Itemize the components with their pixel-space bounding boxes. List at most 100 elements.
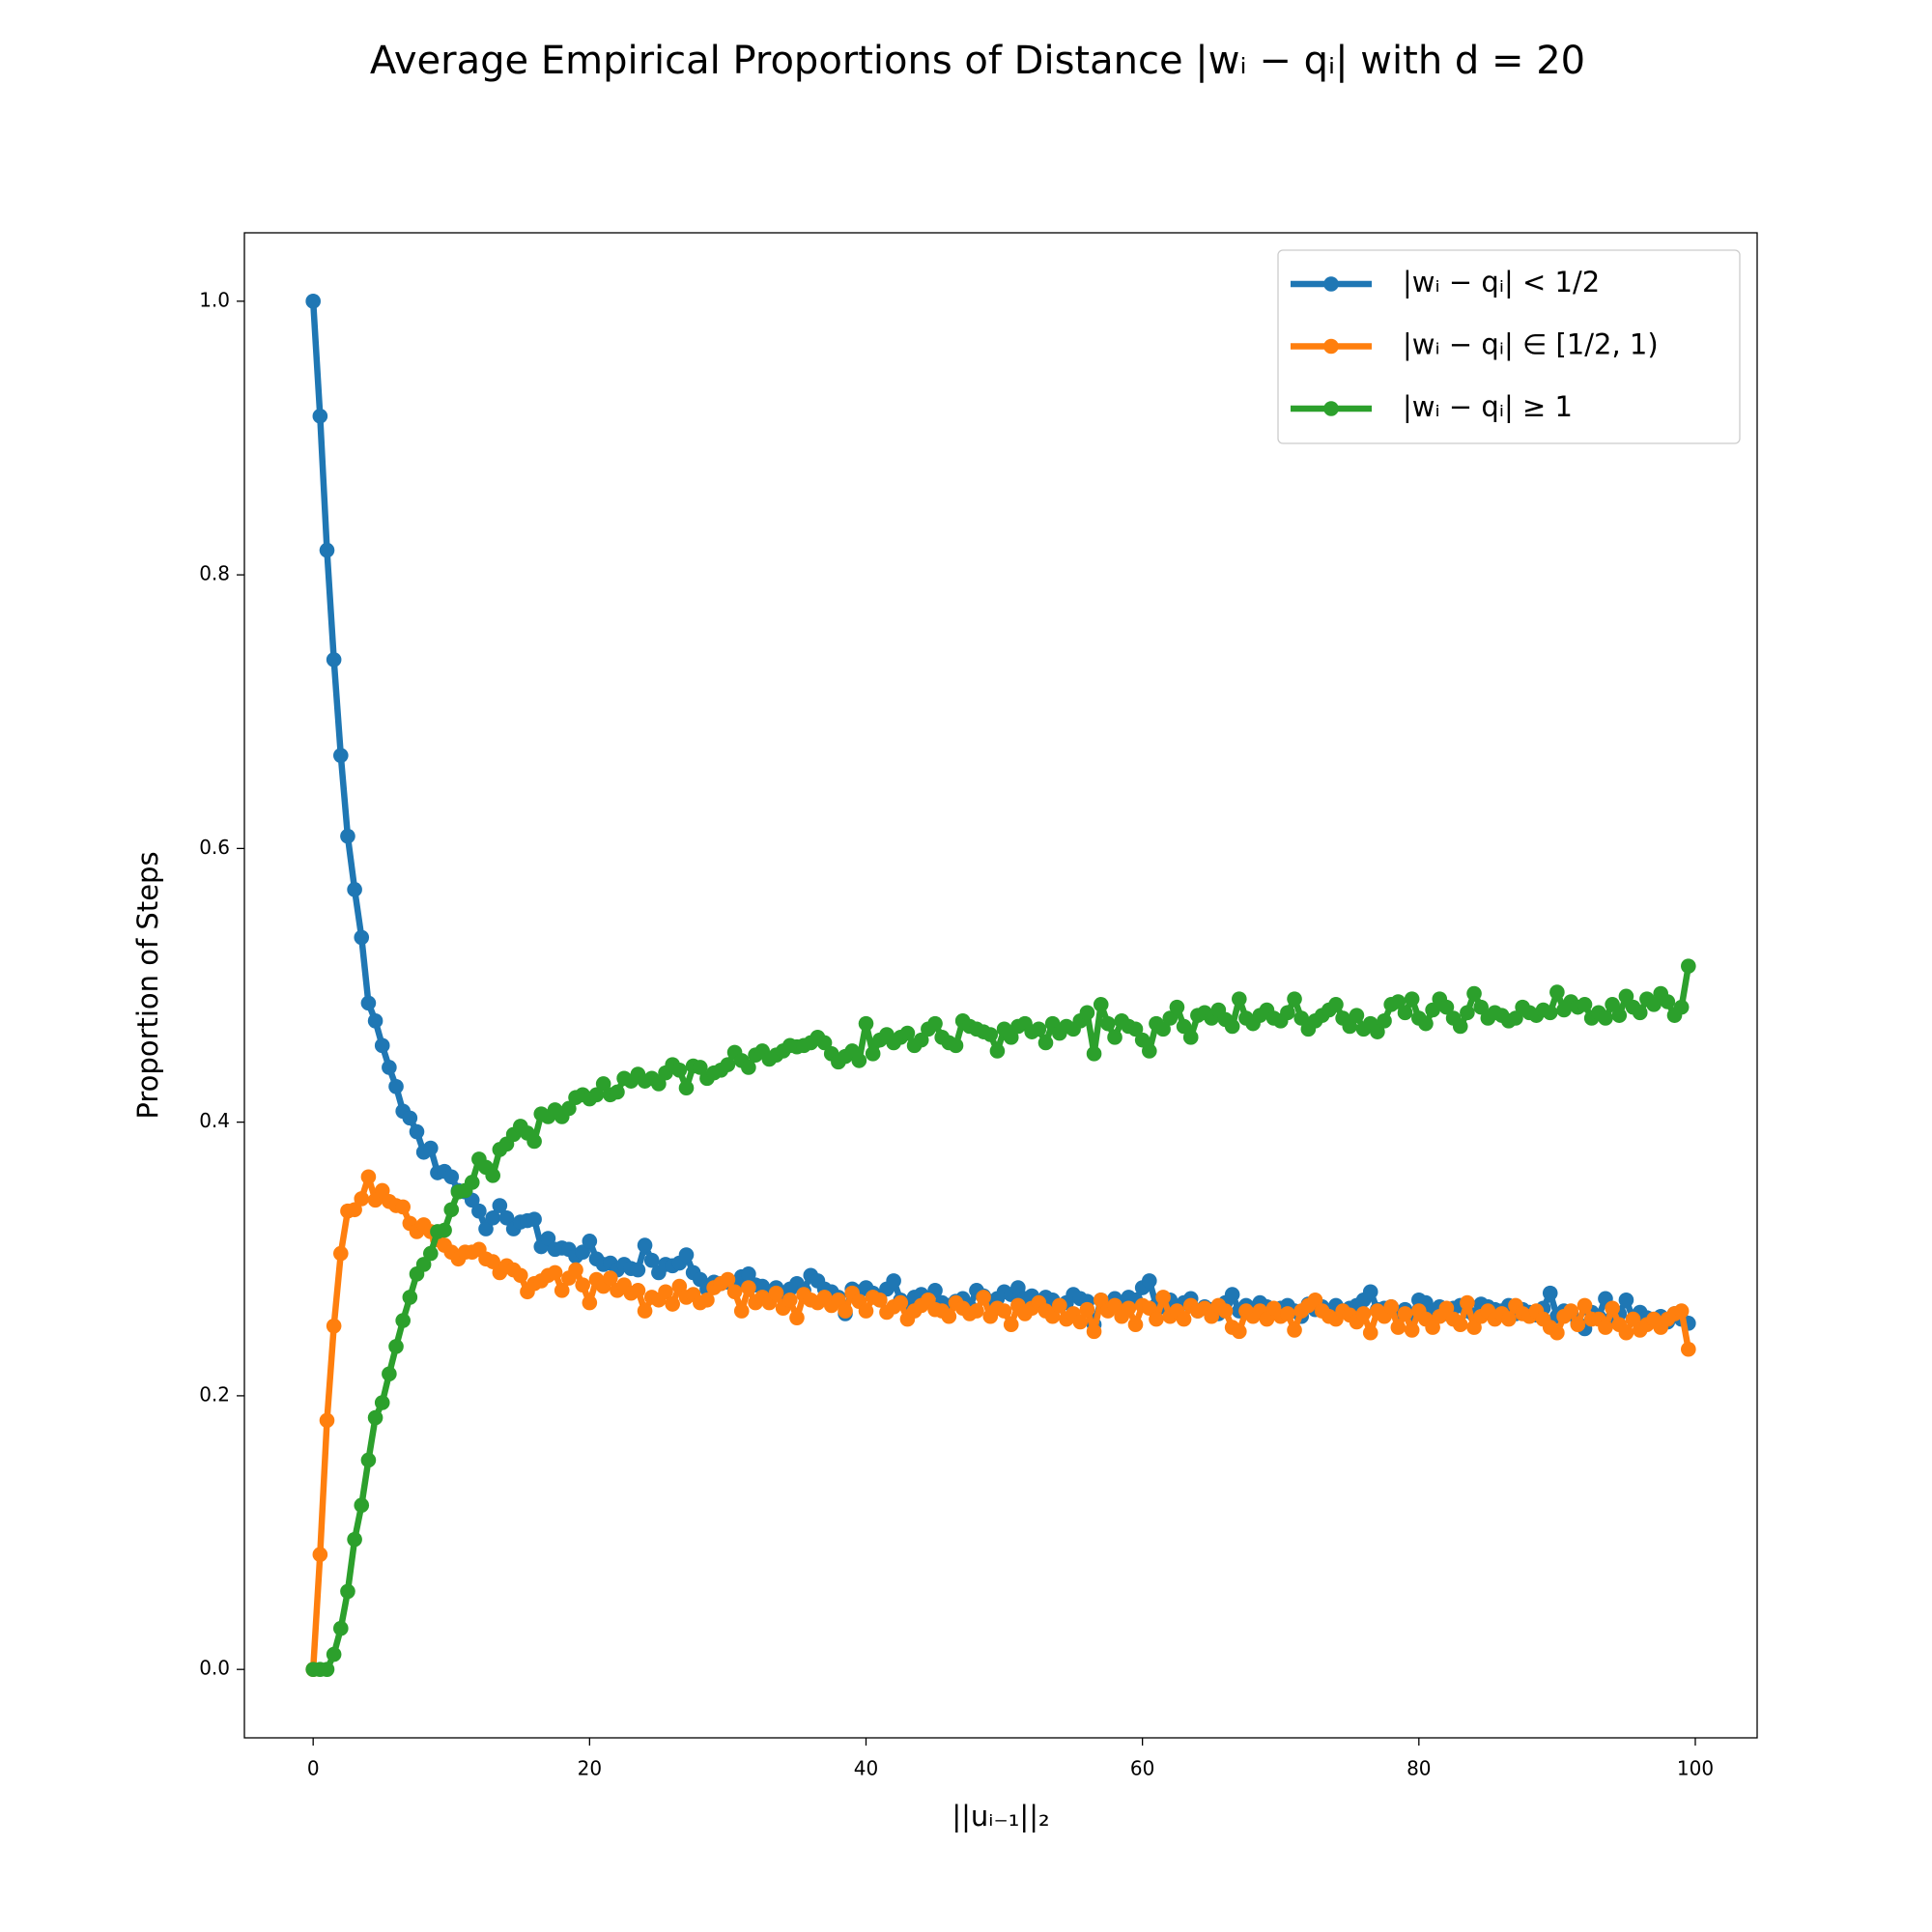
- plot-area: [305, 294, 1696, 1677]
- data-point: [332, 748, 349, 763]
- data-point: [789, 1310, 805, 1325]
- data-point: [838, 1303, 853, 1319]
- legend-marker: [1323, 401, 1339, 416]
- data-point: [678, 1247, 695, 1263]
- data-point: [1404, 1322, 1420, 1338]
- data-point: [547, 1264, 563, 1281]
- data-point: [561, 1100, 577, 1117]
- data-point: [582, 1294, 598, 1311]
- data-point: [671, 1063, 688, 1078]
- plot-frame: [243, 232, 1758, 1739]
- data-point: [319, 1662, 335, 1677]
- data-point: [443, 1202, 460, 1218]
- data-point: [1121, 1300, 1137, 1317]
- data-point: [1100, 1015, 1116, 1032]
- data-point: [326, 1318, 342, 1334]
- x-axis-label: ||uᵢ₋₁||₂: [952, 1800, 1049, 1833]
- data-point: [554, 1283, 570, 1298]
- data-point: [575, 1244, 590, 1260]
- legend-marker: [1323, 338, 1339, 355]
- data-point: [360, 1452, 377, 1468]
- data-point: [471, 1203, 487, 1219]
- data-point: [1093, 997, 1109, 1012]
- data-point: [354, 929, 370, 946]
- legend-label: |wᵢ − qᵢ| < 1/2: [1403, 266, 1600, 298]
- data-point: [575, 1277, 590, 1293]
- data-point: [526, 1211, 542, 1227]
- data-point: [498, 1209, 515, 1226]
- data-point: [1390, 1320, 1406, 1335]
- data-point: [1127, 1317, 1144, 1333]
- data-point: [1390, 994, 1406, 1009]
- data-point: [872, 1292, 888, 1308]
- data-point: [1605, 1300, 1620, 1317]
- data-point: [831, 1292, 846, 1308]
- data-point: [1460, 1294, 1475, 1311]
- data-point: [603, 1270, 618, 1286]
- data-point: [374, 1395, 390, 1410]
- data-point: [1473, 999, 1489, 1015]
- data-point: [1142, 1300, 1157, 1317]
- data-point: [720, 1057, 736, 1072]
- data-point: [1349, 1008, 1365, 1023]
- data-point: [485, 1209, 500, 1226]
- data-point: [651, 1076, 667, 1092]
- data-point: [733, 1303, 750, 1319]
- data-point: [382, 1060, 397, 1075]
- data-point: [1632, 1005, 1648, 1021]
- data-point: [1508, 1010, 1523, 1026]
- data-point: [332, 1245, 349, 1262]
- data-point: [671, 1278, 688, 1294]
- data-point: [1377, 1013, 1392, 1029]
- data-point: [347, 882, 362, 897]
- data-point: [720, 1271, 736, 1288]
- data-point: [1079, 1301, 1095, 1318]
- data-point: [1224, 1287, 1240, 1302]
- data-point: [643, 1252, 660, 1268]
- data-point: [1224, 1018, 1240, 1035]
- data-point: [360, 1169, 377, 1185]
- data-point: [1127, 1021, 1144, 1037]
- data-point: [1681, 958, 1696, 974]
- data-point: [1093, 1292, 1109, 1308]
- data-point: [1003, 1030, 1019, 1045]
- data-point: [1425, 1320, 1440, 1335]
- data-point: [388, 1079, 404, 1094]
- data-point: [485, 1254, 500, 1269]
- data-point: [858, 1303, 874, 1319]
- data-point: [1307, 1292, 1323, 1308]
- data-point: [1681, 1341, 1696, 1357]
- data-point: [478, 1221, 494, 1236]
- x-tick-label: 0: [307, 1757, 320, 1780]
- y-tick-label: 0.4: [199, 1109, 230, 1132]
- data-point: [1287, 1322, 1302, 1338]
- legend-box: [1277, 249, 1741, 444]
- data-point: [1618, 988, 1634, 1005]
- data-point: [1107, 1030, 1122, 1045]
- data-point: [1293, 1010, 1309, 1026]
- data-point: [347, 1531, 362, 1548]
- data-point: [630, 1283, 646, 1298]
- data-point: [637, 1237, 653, 1253]
- data-point: [588, 1087, 605, 1103]
- data-point: [1086, 1323, 1102, 1340]
- data-point: [693, 1060, 708, 1075]
- data-point: [1438, 999, 1455, 1015]
- data-point: [630, 1262, 646, 1278]
- data-point: [1425, 1002, 1440, 1018]
- data-point: [1232, 991, 1247, 1007]
- chart-title: Average Empirical Proportions of Distanc…: [370, 39, 1585, 83]
- data-point: [1598, 1320, 1613, 1335]
- data-point: [1438, 1300, 1455, 1317]
- data-point: [340, 1583, 355, 1600]
- data-point: [858, 1015, 874, 1032]
- data-point: [1010, 1280, 1026, 1295]
- data-point: [347, 1202, 362, 1218]
- data-point: [443, 1169, 460, 1185]
- data-point: [409, 1123, 425, 1140]
- y-tick-label: 1.0: [199, 288, 230, 311]
- data-point: [1383, 1299, 1399, 1315]
- data-point: [1466, 985, 1482, 1002]
- data-point: [1618, 1292, 1634, 1308]
- data-point: [1397, 1005, 1413, 1021]
